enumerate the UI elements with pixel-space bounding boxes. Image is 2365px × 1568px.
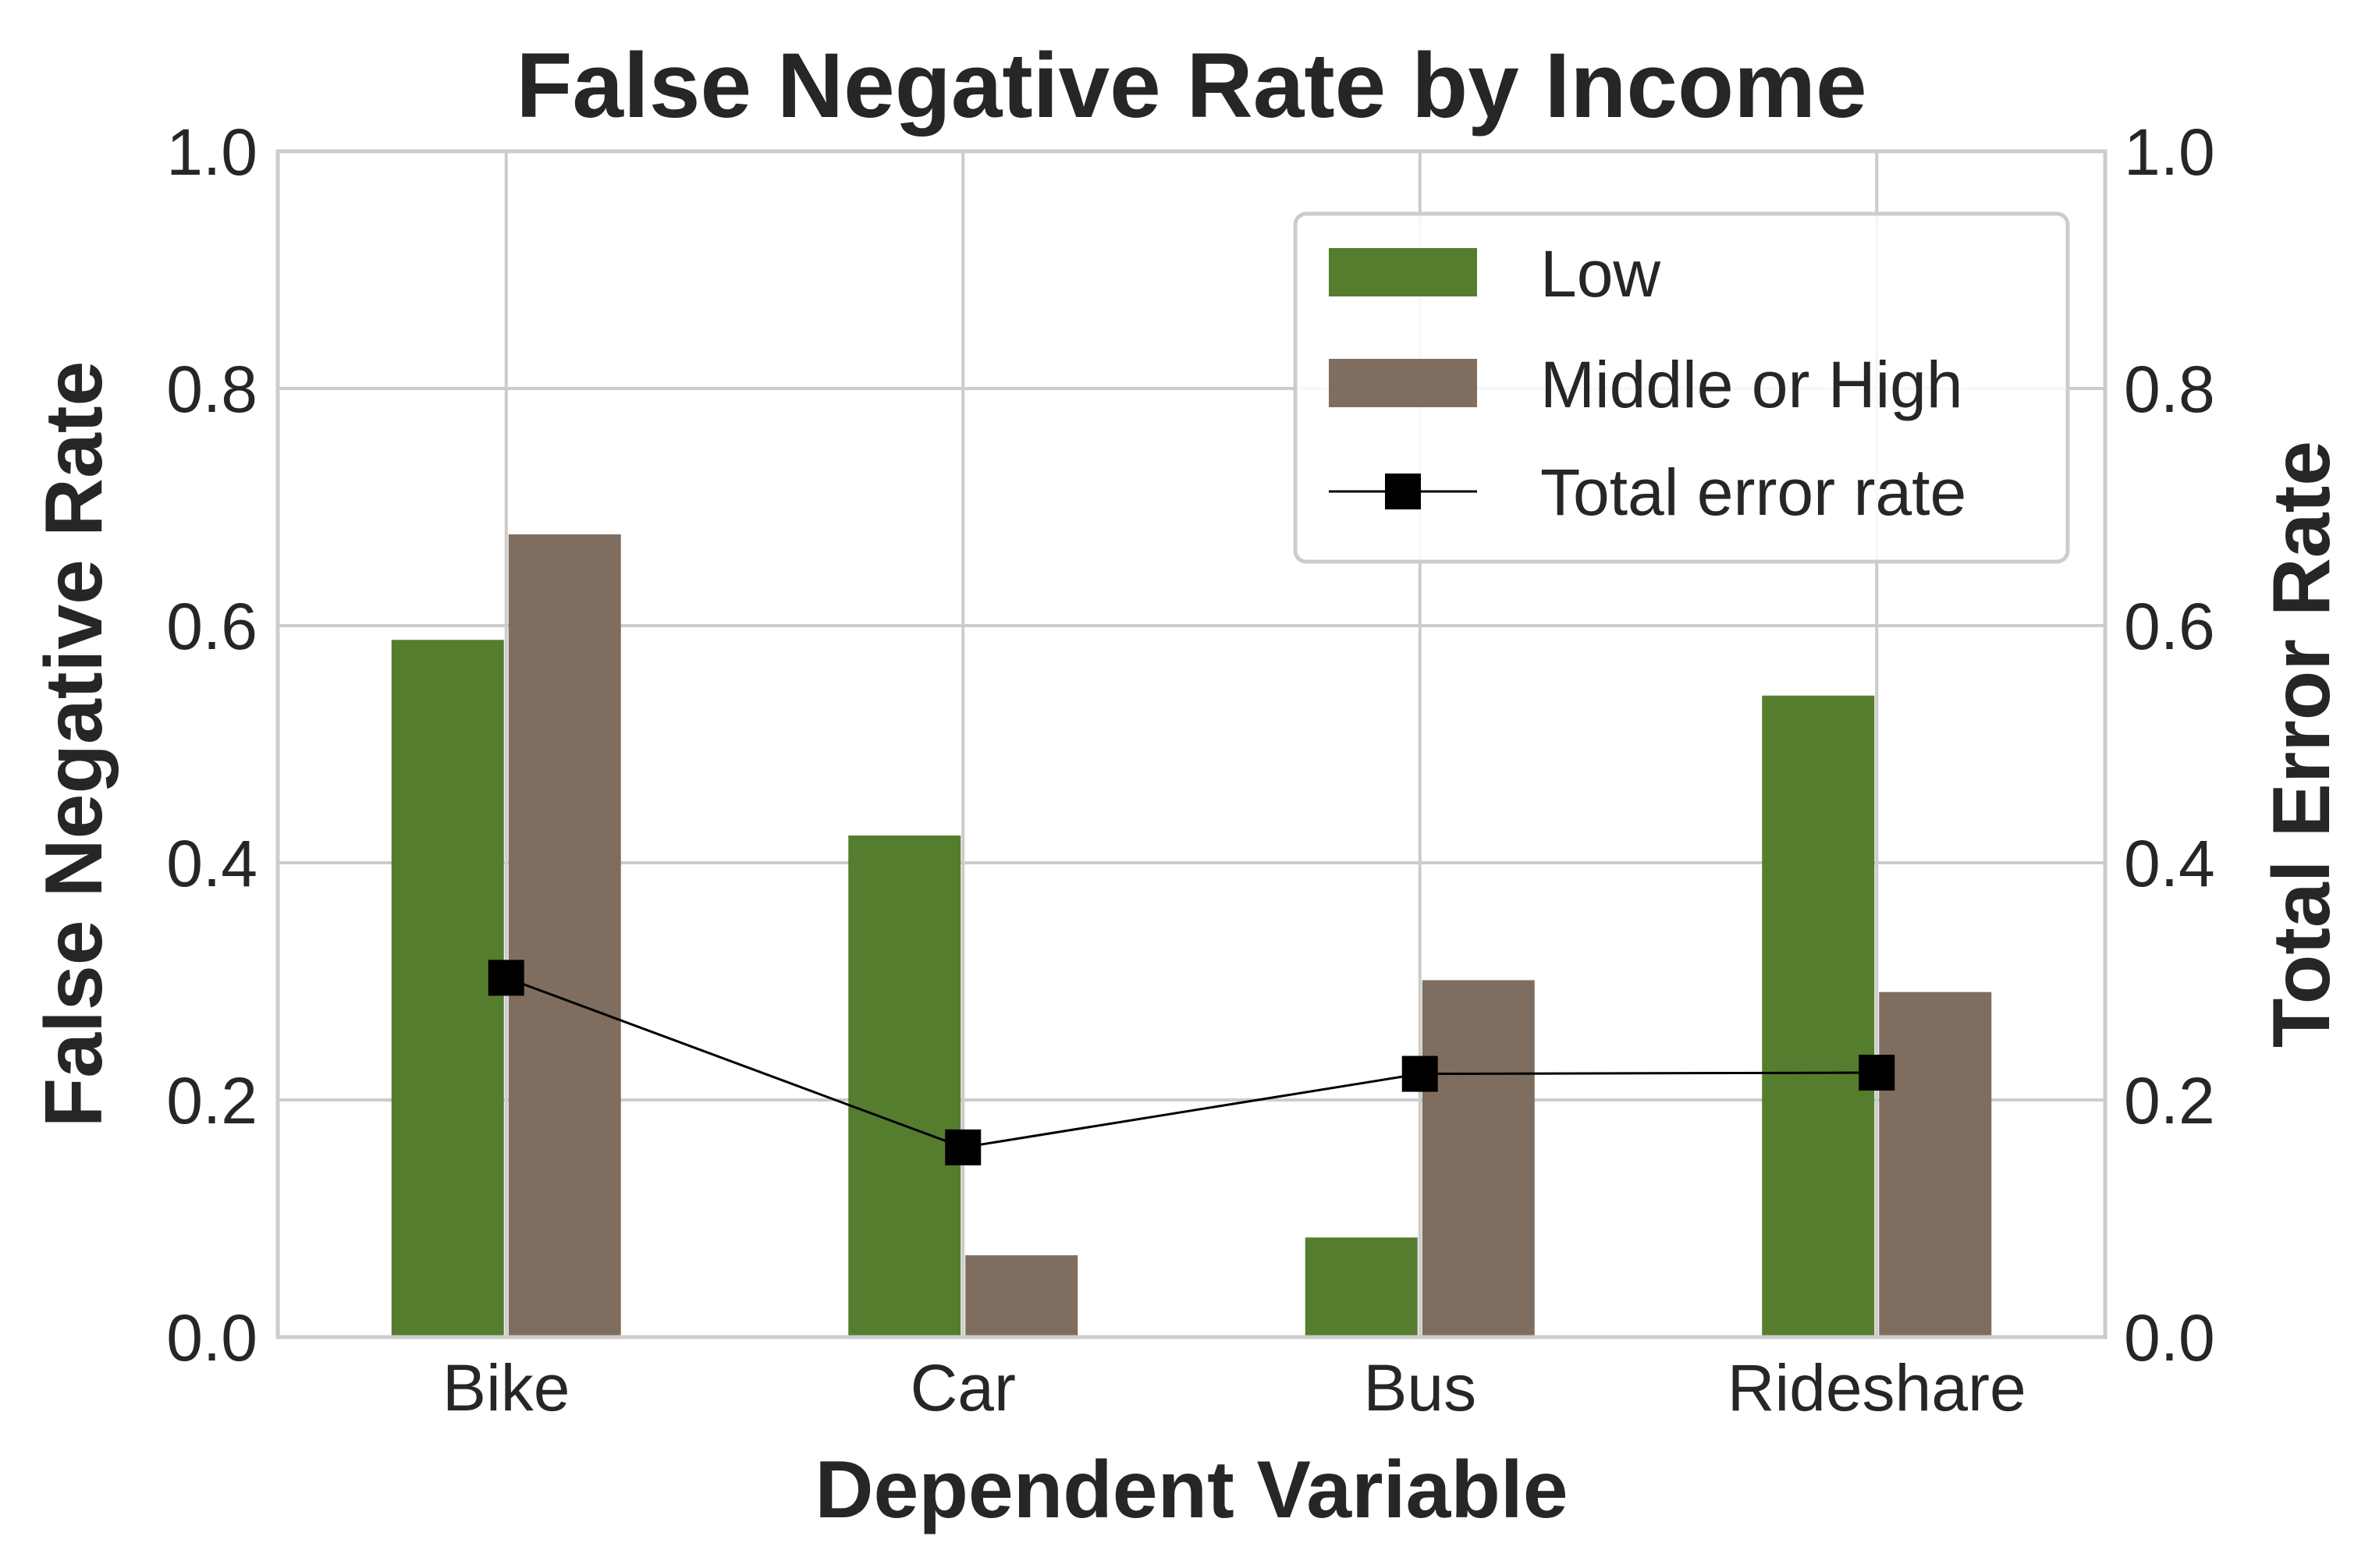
bar-low-bike [391,640,504,1337]
bar-middle-or-high-car [965,1255,1078,1337]
chart-title: False Negative Rate by Income [516,34,1866,137]
y-tick-label-left: 0.4 [166,827,257,900]
bar-middle-or-high-bike [508,534,621,1338]
y-tick-label-right: 0.6 [2124,590,2215,663]
legend: Low Middle or High Total error rate [1293,211,2070,564]
bar-low-car [848,835,961,1337]
x-axis-label: Dependent Variable [815,1445,1568,1535]
bar-middle-or-high-rideshare [1879,992,1992,1337]
legend-swatch-middle-or-high [1329,359,1477,407]
y-tick-label-right: 0.8 [2124,353,2215,426]
legend-marker-total-error [1385,474,1421,509]
legend-label-middle-or-high: Middle or High [1540,348,1963,421]
plot-frame [275,149,2108,1339]
legend-label-low: Low [1540,237,1660,310]
x-tick-label-car: Car [911,1351,1016,1424]
x-tick-label-rideshare: Rideshare [1728,1351,2026,1424]
x-tick-label-bike: Bike [442,1351,570,1424]
y-tick-label-right: 0.2 [2124,1064,2215,1137]
bar-low-rideshare [1762,695,1875,1337]
y-tick-label-left: 0.6 [166,590,257,663]
y-tick-label-left: 0.8 [166,353,257,426]
line-total-error-rate [506,977,1877,1149]
y-tick-label-left: 0.2 [166,1064,257,1137]
y-tick-label-left: 1.0 [166,115,257,189]
legend-label-total-error: Total error rate [1540,456,1966,529]
y-axis-right-label: Total Error Rate [2257,441,2347,1048]
marker-total-error-rate-bus [1401,1055,1438,1092]
marker-total-error-rate-bike [488,960,524,996]
y-tick-label-right: 1.0 [2124,115,2215,189]
bar-middle-or-high-bus [1422,980,1535,1337]
x-tick-label-bus: Bus [1363,1351,1476,1424]
ticks: 0.0 0.0 0.2 0.2 0.4 0.4 0.6 0.6 0.8 0.8 1.0 1.0 Bike… [166,115,2215,1424]
legend-swatch-low [1329,248,1477,296]
y-tick-label-right: 0.0 [2124,1301,2215,1375]
total-error-line [488,960,1895,1165]
y-axis-label: False Negative Rate [29,361,119,1128]
legend-frame [1293,211,2070,564]
y-tick-label-right: 0.4 [2124,827,2215,900]
marker-total-error-rate-car [945,1129,982,1165]
y-tick-label-left: 0.0 [166,1301,257,1375]
bars [391,534,1992,1338]
bar-low-bus [1305,1237,1418,1337]
marker-total-error-rate-rideshare [1859,1055,1895,1091]
